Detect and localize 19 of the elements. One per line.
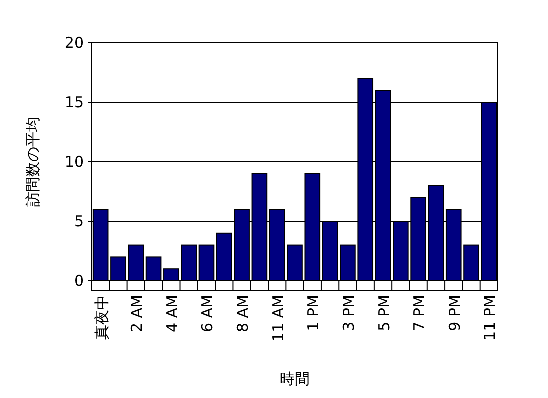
y-tick-label: 0 xyxy=(74,272,84,290)
x-tick-label: 8 AM xyxy=(234,295,252,333)
x-tick-label: 9 PM xyxy=(446,295,464,332)
y-tick-label: 10 xyxy=(64,153,84,171)
x-tick-label: 4 AM xyxy=(163,295,182,333)
x-axis-title: 時間 xyxy=(280,370,310,388)
x-tick-label: 11 PM xyxy=(481,295,500,341)
x-tick-label: 7 PM xyxy=(410,295,429,332)
x-tick-label: 真夜中 xyxy=(92,295,111,340)
y-tick-label: 15 xyxy=(64,94,84,112)
x-tick-label: 2 AM xyxy=(128,295,146,333)
y-axis-title: 訪問数の平均 xyxy=(24,117,42,207)
x-tick-label: 1 PM xyxy=(304,295,323,332)
y-tick-label: 5 xyxy=(74,212,84,230)
y-tick-label: 20 xyxy=(64,34,84,52)
x-tick-label: 6 AM xyxy=(198,295,217,333)
x-tick-label: 5 PM xyxy=(375,295,394,332)
x-tick-label: 3 PM xyxy=(340,295,358,332)
x-tick-label: 11 AM xyxy=(269,295,288,342)
